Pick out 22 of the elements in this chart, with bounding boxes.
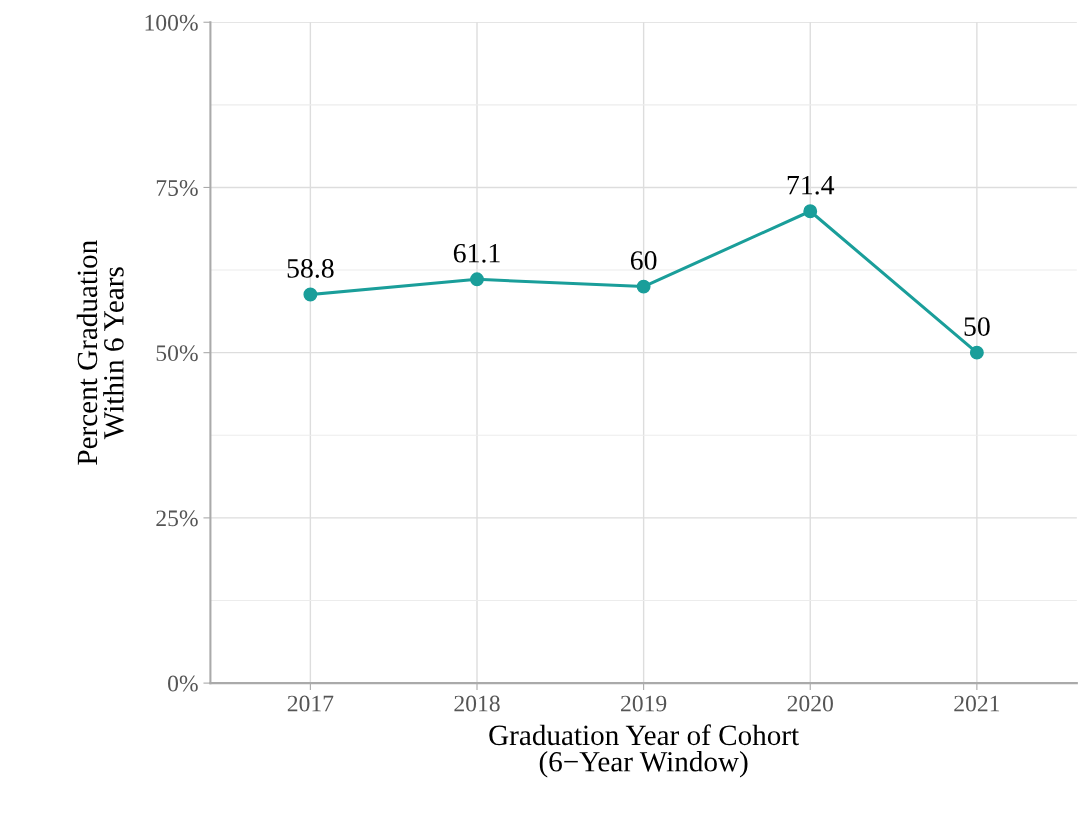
y-tick-label: 75% bbox=[156, 179, 198, 196]
y-tick-label: 100% bbox=[145, 14, 198, 31]
y-tick-label: 0% bbox=[168, 675, 198, 692]
point bbox=[303, 287, 318, 302]
point bbox=[969, 345, 984, 360]
y-tick-label: 50% bbox=[156, 345, 198, 362]
x-axis-title: Graduation Year of Cohort (6−Year Window) bbox=[489, 724, 799, 778]
y-tick-label: 25% bbox=[156, 510, 198, 527]
x-tick-label: 2020 bbox=[787, 695, 833, 712]
data-label: 50 bbox=[964, 317, 990, 336]
point bbox=[803, 204, 818, 219]
x-tick-label: 2019 bbox=[621, 695, 667, 712]
data-label: 71.4 bbox=[787, 175, 835, 195]
y-axis-title: Percent Graduation Within 6 Years bbox=[76, 240, 124, 465]
point bbox=[470, 272, 484, 287]
point bbox=[636, 279, 651, 294]
x-tick-label: 2017 bbox=[287, 695, 334, 712]
x-tick-label: 2021 bbox=[954, 695, 1000, 712]
data-label: 61.1 bbox=[453, 243, 500, 263]
x-tick-label: 2018 bbox=[454, 695, 500, 712]
data-label: 58.8 bbox=[287, 259, 334, 278]
data-label: 60 bbox=[630, 251, 657, 270]
